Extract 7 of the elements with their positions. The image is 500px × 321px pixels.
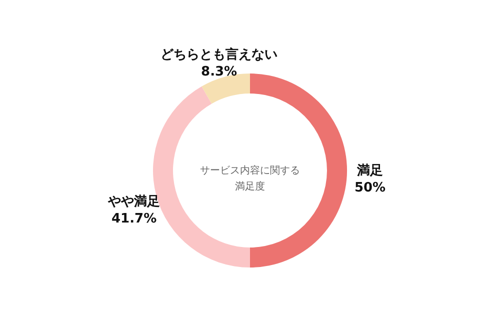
slice-label: やや満足 bbox=[107, 194, 160, 210]
slice-label: どちらとも言えない bbox=[160, 46, 278, 63]
text: サービス内容に関する満足度 bbox=[200, 164, 300, 192]
data-label: 8.3% bbox=[201, 64, 238, 80]
data-label: 41.7% bbox=[112, 211, 157, 226]
slice-label: 満足 bbox=[356, 164, 383, 178]
data-label: 50% bbox=[354, 180, 386, 196]
